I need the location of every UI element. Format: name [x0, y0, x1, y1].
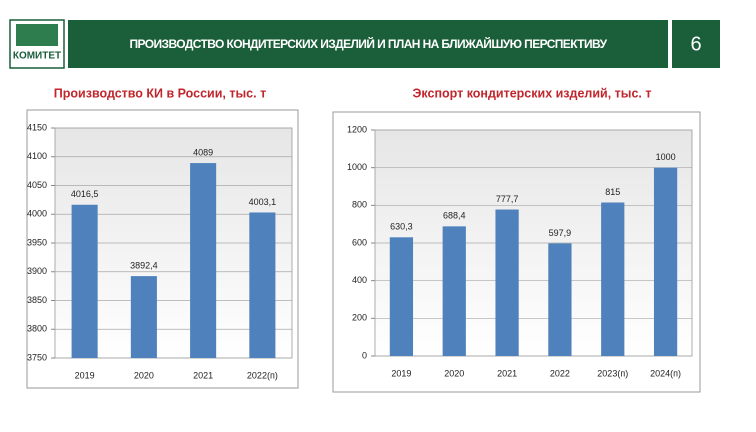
y-tick-label: 0: [362, 350, 367, 360]
y-tick-label: 3800: [27, 324, 47, 334]
y-tick-label: 200: [352, 313, 367, 323]
bar: [548, 243, 572, 356]
x-tick-label: 2019: [391, 368, 411, 378]
y-tick-label: 400: [352, 275, 367, 285]
bar: [190, 163, 217, 358]
y-tick-label: 4100: [27, 151, 47, 161]
page-number-box: [672, 20, 720, 68]
header-bar: [68, 20, 668, 68]
data-label: 815: [605, 187, 620, 197]
bar: [601, 202, 625, 356]
page-number: 6: [690, 33, 701, 55]
bar: [389, 237, 414, 356]
x-tick-label: 2021: [497, 368, 517, 378]
data-label: 688,4: [443, 211, 466, 221]
data-label: 777,7: [496, 194, 519, 204]
x-tick-label: 2019: [75, 370, 95, 380]
y-tick-label: 800: [352, 200, 367, 210]
bar: [442, 226, 466, 356]
bar: [249, 212, 276, 358]
y-tick-label: 4150: [27, 122, 47, 132]
data-label: 630,3: [390, 222, 413, 232]
x-tick-label: 2022: [550, 368, 570, 378]
x-tick-label: 2020: [444, 368, 464, 378]
x-tick-label: 2020: [134, 370, 154, 380]
y-tick-label: 4050: [27, 180, 47, 190]
y-tick-label: 4000: [27, 209, 47, 219]
y-tick-label: 3900: [27, 266, 47, 276]
x-tick-label: 2021: [193, 370, 213, 380]
logo-emblem: [16, 24, 58, 46]
data-label: 4016,5: [71, 189, 99, 199]
x-tick-label: 2023(п): [597, 368, 628, 378]
y-tick-label: 3950: [27, 237, 47, 247]
y-tick-label: 3750: [27, 352, 47, 362]
y-tick-label: 3850: [27, 295, 47, 305]
data-label: 4003,1: [249, 197, 277, 207]
bar: [71, 204, 98, 358]
y-tick-label: 1000: [347, 162, 367, 172]
bar: [130, 276, 157, 358]
data-label: 1000: [656, 152, 676, 162]
chart-title: Экспорт кондитерских изделий, тыс. т: [413, 86, 652, 100]
y-tick-label: 1200: [347, 124, 367, 134]
x-tick-label: 2024(п): [650, 368, 681, 378]
data-label: 4089: [193, 147, 213, 157]
bar: [653, 167, 678, 356]
data-label: 597,9: [549, 228, 572, 238]
y-tick-label: 600: [352, 237, 367, 247]
bar: [495, 209, 519, 356]
header-title: ПРОИЗВОДСТВО КОНДИТЕРСКИХ ИЗДЕЛИЙ И ПЛАН…: [130, 36, 608, 51]
data-label: 3892,4: [130, 260, 158, 270]
chart-title: Производство КИ в России, тыс. т: [54, 86, 266, 100]
x-tick-label: 2022(п): [247, 370, 278, 380]
logo-text: КОМИТЕТ: [13, 51, 61, 62]
